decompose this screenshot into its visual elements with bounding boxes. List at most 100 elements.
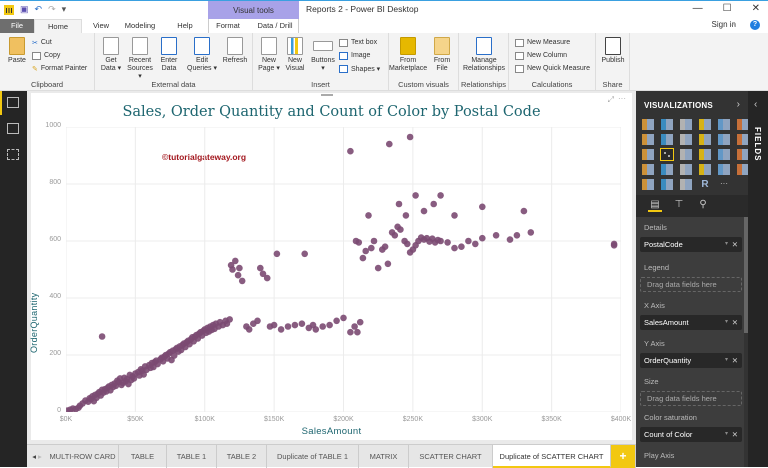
fields-tab-icon[interactable]: ▤ [648,199,662,212]
data-point[interactable] [259,270,267,278]
drag-handle-icon[interactable] [321,94,333,96]
visual-type-icon[interactable] [737,119,749,130]
undo-icon[interactable]: ↶ [34,4,43,14]
visual-type-icon[interactable] [737,164,749,175]
get-data-button[interactable]: Get Data ▾ [99,37,123,73]
data-point[interactable] [236,264,243,272]
visual-type-icon[interactable] [718,134,730,145]
data-point[interactable] [513,232,521,239]
data-point[interactable] [263,274,271,282]
data-point[interactable] [326,321,333,329]
collapse-visualizations-icon[interactable]: › [736,99,740,110]
publish-button[interactable]: Publish [598,37,628,65]
visual-type-icon[interactable] [699,134,711,145]
image-button[interactable]: Image [339,50,370,61]
legend-drop-zone[interactable]: Drag data fields here [640,277,742,292]
visual-type-icon[interactable] [737,149,749,160]
page-tab-table[interactable]: TABLE [119,445,167,468]
visual-type-icon[interactable] [642,149,654,160]
recent-sources-button[interactable]: Recent Sources ▾ [125,37,155,81]
from-file-button[interactable]: From File [429,37,455,73]
data-point[interactable] [254,317,261,325]
tab-view[interactable]: View [92,21,110,30]
data-point[interactable] [154,360,161,368]
data-point[interactable] [412,192,419,199]
visual-type-icon[interactable] [699,119,711,130]
data-point[interactable] [506,236,514,243]
data-point[interactable] [347,147,354,155]
tab-modeling[interactable]: Modeling [124,21,156,30]
manage-relationships-button[interactable]: Manage Relationships [459,37,509,73]
well-field-orderquantity[interactable]: OrderQuantity ▾ ✕ [640,353,742,368]
data-point[interactable] [333,317,340,325]
data-point[interactable] [527,229,535,236]
data-point[interactable] [312,326,320,333]
maximize-button[interactable]: ☐ [722,3,732,14]
redo-icon[interactable]: ↷ [48,4,56,14]
data-point[interactable] [472,240,479,248]
data-point[interactable] [437,192,444,199]
visual-type-icon[interactable] [642,119,654,130]
visual-type-icon[interactable] [718,149,730,160]
tab-file[interactable]: File [0,19,34,33]
new-measure-button[interactable]: New Measure [515,37,570,48]
tab-data-drill[interactable]: Data / Drill [257,21,293,30]
visual-type-icon[interactable] [718,164,730,175]
data-point[interactable] [420,207,428,215]
more-visuals-icon[interactable]: ··· [720,179,728,188]
text-box-button[interactable]: Text box [339,37,377,48]
data-point[interactable] [520,207,528,215]
refresh-button[interactable]: Refresh [221,37,249,65]
visual-type-icon[interactable] [699,149,711,160]
data-point[interactable] [273,250,281,258]
size-drop-zone[interactable]: Drag data fields here [640,391,742,406]
format-paint-roller-icon[interactable]: ⊤ [674,199,684,210]
data-point[interactable] [270,321,278,329]
new-column-button[interactable]: New Column [515,50,567,61]
cut-button[interactable]: ✂ Cut [32,39,52,47]
help-icon[interactable]: ? [750,20,760,30]
data-point[interactable] [347,328,354,336]
more-options-icon[interactable]: ··· [618,94,626,103]
data-point[interactable] [362,247,370,255]
paste-button[interactable]: Paste [6,37,28,65]
data-point[interactable] [384,260,392,268]
focus-mode-icon[interactable]: ⤢ [607,95,614,104]
data-point[interactable] [610,240,618,248]
new-page-button[interactable]: New Page ▾ [257,37,281,73]
edit-queries-button[interactable]: Edit Queries ▾ [187,37,217,73]
scatter-chart-visual-icon[interactable] [660,148,674,161]
data-point[interactable] [226,316,233,323]
data-point[interactable] [444,239,451,246]
page-tab-multi-row-card[interactable]: MULTI-ROW CARD [47,445,119,468]
data-point[interactable] [356,318,364,326]
plot-area[interactable] [66,127,621,412]
customize-toolbar-icon[interactable]: ▾ [61,4,67,14]
data-view-icon[interactable] [7,123,19,134]
data-point[interactable] [232,257,239,265]
data-point[interactable] [437,237,444,245]
visual-type-icon[interactable] [642,134,654,145]
format-painter-button[interactable]: ✎ Format Painter [32,65,88,73]
visual-type-icon[interactable] [661,134,673,145]
page-tab-scatter-chart[interactable]: SCATTER CHART [409,445,493,468]
from-marketplace-button[interactable]: From Marketplace [389,37,427,73]
minimize-button[interactable]: — [692,3,703,14]
data-point[interactable] [354,328,361,336]
visual-type-icon[interactable] [642,164,654,175]
expand-fields-icon[interactable]: ‹ [754,99,758,110]
data-point[interactable] [465,237,472,245]
data-point[interactable] [170,352,178,359]
data-point[interactable] [451,244,458,252]
data-point[interactable] [229,266,236,273]
data-point[interactable] [451,212,458,219]
collapse-ribbon-icon[interactable]: ^ [731,21,735,30]
data-point[interactable] [301,250,308,258]
data-point[interactable] [234,271,242,279]
tab-format[interactable]: Format [216,21,240,30]
data-point[interactable] [351,323,358,330]
page-tab-duplicate-table-1[interactable]: Duplicate of TABLE 1 [267,445,359,468]
new-quick-measure-button[interactable]: New Quick Measure [515,63,590,74]
scatter-chart-visual[interactable]: ⤢ ··· Sales, Order Quantity and Count of… [29,93,632,440]
page-tab-duplicate-scatter-chart[interactable]: Duplicate of SCATTER CHART [493,445,611,468]
